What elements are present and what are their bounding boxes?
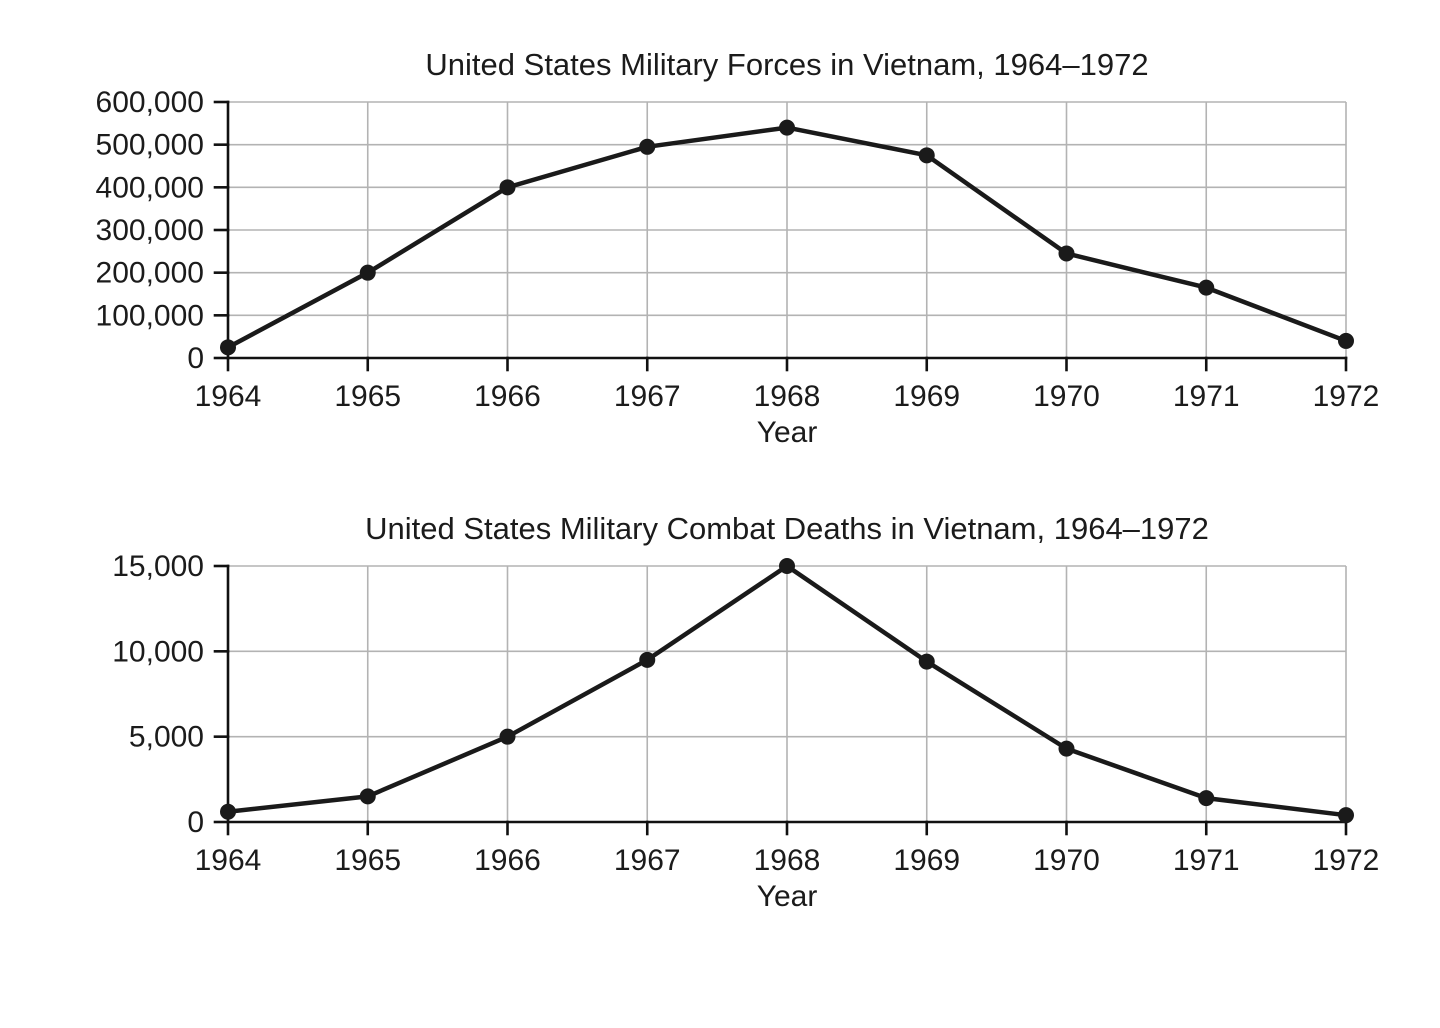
- tick-labels: 0 5,000 10,000 15,000 1964 1965 1966 1967 1968 19…: [112, 550, 1379, 877]
- svg-text:0: 0: [187, 342, 204, 375]
- svg-text:10,000: 10,000: [112, 635, 204, 668]
- svg-text:500,000: 500,000: [96, 129, 204, 162]
- svg-text:1966: 1966: [474, 844, 541, 877]
- svg-text:1964: 1964: [195, 380, 262, 413]
- svg-text:1970: 1970: [1033, 844, 1100, 877]
- svg-text:1966: 1966: [474, 380, 541, 413]
- svg-text:1964: 1964: [195, 844, 262, 877]
- forces-chart-plot: 0 100,000 200,000 300,000 400,000 500,000 600,…: [96, 86, 1380, 413]
- deaths-chart-plot: 0 5,000 10,000 15,000 1964 1965 1966 1967 1968 19…: [112, 550, 1379, 877]
- forces-x-axis-label: Year: [756, 416, 818, 449]
- svg-text:1969: 1969: [893, 844, 960, 877]
- deaths-chart-title: United States Military Combat Deaths in …: [365, 511, 1209, 546]
- svg-text:1965: 1965: [334, 844, 401, 877]
- svg-text:1971: 1971: [1173, 844, 1240, 877]
- svg-text:0: 0: [187, 806, 204, 839]
- svg-text:1969: 1969: [893, 380, 960, 413]
- svg-text:1968: 1968: [754, 380, 821, 413]
- deaths-x-axis-label: Year: [756, 880, 818, 913]
- svg-text:100,000: 100,000: [96, 299, 204, 332]
- tick-labels: 0 100,000 200,000 300,000 400,000 500,000 600,…: [96, 86, 1380, 413]
- gridlines: [227, 101, 1347, 359]
- svg-text:1967: 1967: [614, 380, 681, 413]
- svg-text:15,000: 15,000: [112, 550, 204, 583]
- svg-text:1967: 1967: [614, 844, 681, 877]
- axes: [213, 564, 1348, 836]
- svg-text:200,000: 200,000: [96, 257, 204, 290]
- svg-text:1970: 1970: [1033, 380, 1100, 413]
- svg-text:1972: 1972: [1313, 844, 1380, 877]
- svg-text:5,000: 5,000: [129, 721, 204, 754]
- axes: [213, 100, 1348, 372]
- svg-text:600,000: 600,000: [96, 86, 204, 119]
- svg-text:300,000: 300,000: [96, 214, 204, 247]
- svg-text:400,000: 400,000: [96, 171, 204, 204]
- data-points: [220, 558, 1354, 824]
- svg-text:1965: 1965: [334, 380, 401, 413]
- svg-text:1968: 1968: [754, 844, 821, 877]
- forces-chart: United States Military Forces in Vietnam…: [0, 44, 1440, 450]
- svg-text:1971: 1971: [1173, 380, 1240, 413]
- deaths-chart: United States Military Combat Deaths in …: [0, 508, 1440, 914]
- svg-text:1972: 1972: [1313, 380, 1380, 413]
- data-points: [220, 119, 1354, 356]
- forces-chart-title: United States Military Forces in Vietnam…: [425, 47, 1149, 82]
